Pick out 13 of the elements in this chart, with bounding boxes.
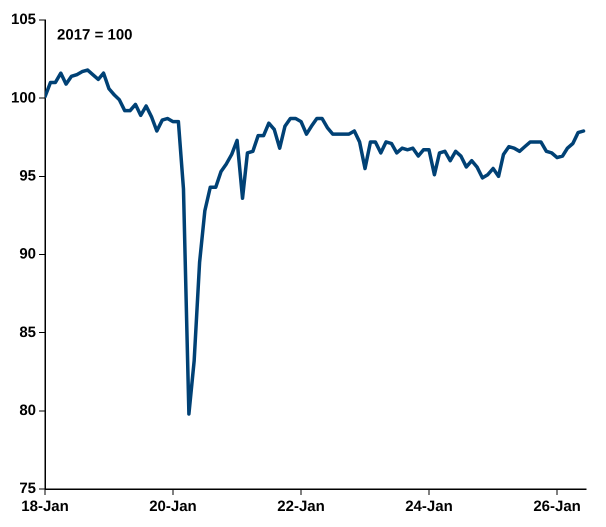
x-tick-label: 22-Jan <box>277 498 325 516</box>
x-tick-label: 24-Jan <box>405 498 453 516</box>
y-tick-label: 75 <box>19 480 36 498</box>
y-tick-label: 90 <box>19 246 36 263</box>
x-tick-label: 20-Jan <box>149 498 197 516</box>
x-tick-label: 18-Jan <box>21 498 69 516</box>
y-tick-label: 85 <box>19 324 36 341</box>
y-tick-label: 105 <box>10 11 36 28</box>
y-tick-label: 100 <box>10 89 36 106</box>
annotation: 2017 = 100 <box>57 26 133 44</box>
y-tick-label: 95 <box>19 167 36 184</box>
y-tick-label: 80 <box>19 402 36 419</box>
x-tick-label: 26-Jan <box>533 498 581 516</box>
